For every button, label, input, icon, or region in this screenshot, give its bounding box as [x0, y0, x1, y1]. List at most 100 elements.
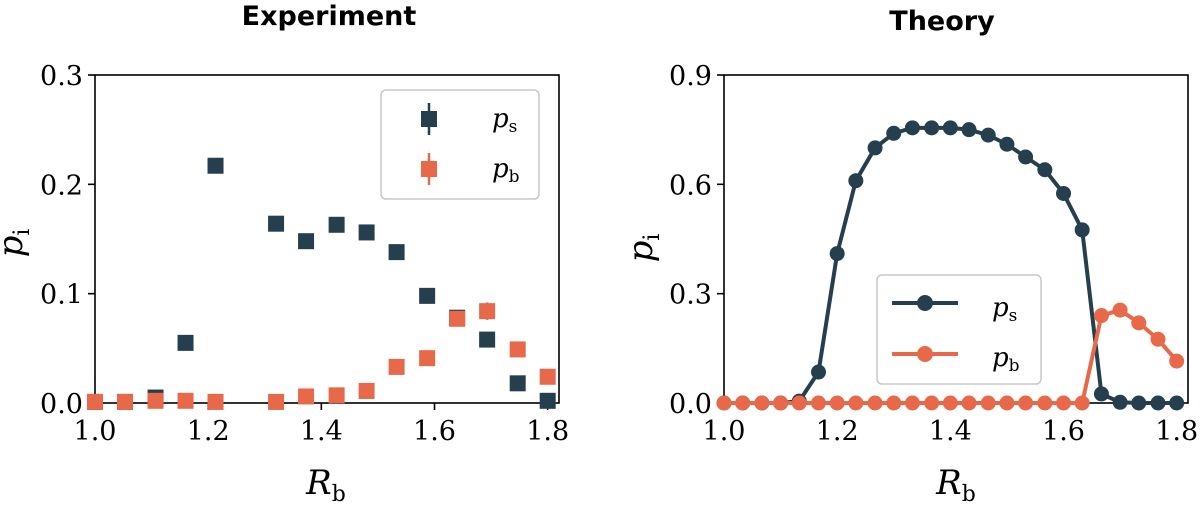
x-tick-label: 1.4	[300, 416, 343, 447]
data-point-pb	[1018, 395, 1034, 411]
data-point-ps	[848, 173, 864, 189]
data-point-pb	[867, 395, 883, 411]
data-point-ps	[829, 246, 845, 262]
data-point-ps	[509, 375, 526, 392]
data-point-pb	[886, 395, 902, 411]
data-point-pb	[810, 395, 826, 411]
data-point-ps	[1131, 395, 1147, 411]
chart-title-experiment: Experiment	[242, 1, 417, 32]
data-point-ps	[886, 125, 902, 141]
y-axis-label-main: p	[621, 241, 661, 263]
ticks-experiment: 1.0 1.2 1.4 1.6 1.8 0.0 0.1 0.2 0.3	[40, 61, 569, 447]
legend-label-ps: ps	[492, 104, 517, 137]
data-point-ps	[419, 287, 436, 304]
ticks-theory: 1.0 1.2 1.4 1.6 1.8 0.0 0.3 0.6 0.9	[669, 61, 1198, 447]
data-point-pb	[999, 395, 1015, 411]
data-point-pb	[791, 395, 807, 411]
data-point-pb	[1074, 395, 1090, 411]
data-point-ps	[268, 215, 285, 232]
y-tick-label: 0.3	[40, 61, 83, 92]
data-point-pb	[924, 395, 940, 411]
legend-marker-ps	[421, 103, 437, 135]
data-point-ps	[479, 331, 496, 348]
data-point-ps	[942, 120, 958, 136]
y-axis-label-sub: i	[10, 229, 35, 236]
data-point-ps	[1056, 185, 1072, 201]
data-point-ps	[1169, 395, 1185, 411]
y-tick-label: 0.1	[40, 280, 83, 311]
data-point-pb	[116, 393, 133, 410]
data-point-pb	[1037, 395, 1053, 411]
data-point-ps	[1112, 394, 1128, 410]
data-point-pb	[980, 395, 996, 411]
legend-experiment: ps pb	[380, 89, 540, 200]
legend-label-ps: ps	[992, 293, 1017, 326]
data-point-pb	[961, 395, 977, 411]
x-tick-label: 1.6	[413, 416, 456, 447]
y-tick-label: 0.9	[669, 61, 712, 92]
data-point-ps	[177, 334, 194, 351]
x-tick-label: 1.8	[526, 416, 569, 447]
data-point-pb	[358, 382, 375, 399]
data-point-pb	[773, 395, 789, 411]
data-point-ps	[980, 127, 996, 143]
chart-experiment: Experiment 1.0 1.2 1.4 1.6 1.8 0.0 0.1 0.2 0.3 R…	[0, 1, 569, 507]
data-point-ps	[904, 120, 920, 136]
data-point-pb	[479, 303, 496, 320]
data-point-pb	[735, 395, 751, 411]
data-point-pb	[388, 358, 405, 375]
data-point-pb	[177, 392, 194, 409]
x-tick-label: 1.4	[929, 416, 972, 447]
legend-marker-pb	[892, 346, 958, 362]
data-point-pb	[328, 387, 345, 404]
data-point-pb	[298, 388, 315, 405]
data-point-pb	[942, 395, 958, 411]
data-point-pb	[419, 350, 436, 367]
y-axis-label-theory: pi	[621, 234, 665, 263]
data-point-ps	[810, 364, 826, 380]
y-tick-label: 0.6	[669, 170, 712, 201]
data-point-ps	[1037, 162, 1053, 178]
y-tick-label: 0.3	[669, 280, 712, 311]
legend-marker-pb	[421, 153, 437, 185]
legend-label-pb: pb	[992, 343, 1020, 376]
data-point-ps	[1093, 386, 1109, 402]
y-axis-label-sub: i	[640, 234, 665, 241]
chart-theory: Theory 1.0 1.2 1.4 1.6 1.8 0.0 0.3 0.6 0.9 Rb pi…	[621, 6, 1198, 507]
data-point-pb	[829, 395, 845, 411]
x-tick-label: 1.2	[816, 416, 859, 447]
x-axis-label-sub: b	[962, 482, 976, 507]
data-point-pb	[848, 395, 864, 411]
legend-label-pb: pb	[492, 154, 520, 187]
x-axis-label-sub: b	[332, 482, 346, 507]
data-point-ps	[298, 233, 315, 250]
data-point-ps	[388, 244, 405, 261]
x-tick-label: 1.8	[1155, 416, 1198, 447]
data-point-ps	[961, 122, 977, 138]
data-point-pb	[539, 368, 556, 385]
data-point-ps	[358, 224, 375, 241]
data-point-pb	[1056, 395, 1072, 411]
data-point-pb	[716, 395, 732, 411]
data-point-ps	[539, 392, 556, 409]
data-point-pb	[268, 393, 285, 410]
data-point-pb	[449, 310, 466, 327]
data-point-pb	[509, 341, 526, 358]
data-point-ps	[999, 136, 1015, 152]
x-tick-label: 1.2	[187, 416, 230, 447]
data-point-pb	[1150, 331, 1166, 347]
marks-experiment	[87, 157, 556, 410]
x-tick-label: 1.6	[1042, 416, 1085, 447]
data-point-ps	[1150, 395, 1166, 411]
y-tick-label: 0.2	[40, 170, 83, 201]
x-axis-label-main: R	[305, 463, 332, 503]
legend-theory: ps pb	[876, 274, 1042, 385]
data-point-pb	[147, 392, 164, 409]
data-point-ps	[328, 216, 345, 233]
data-point-pb	[754, 395, 770, 411]
y-tick-label: 0.0	[40, 389, 83, 420]
data-point-ps	[924, 120, 940, 136]
data-point-pb	[1131, 315, 1147, 331]
x-tick-label: 1.0	[74, 416, 117, 447]
